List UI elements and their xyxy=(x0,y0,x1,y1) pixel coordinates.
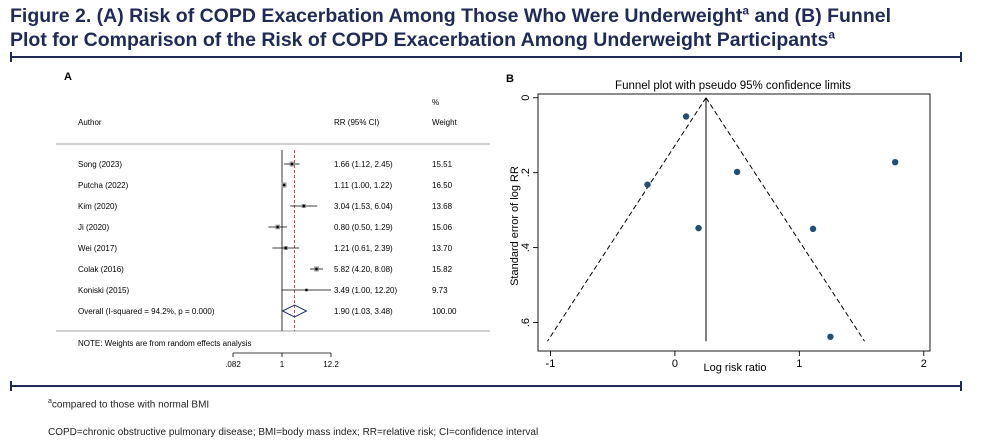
forest-plot: A % Author RR (95% CI) Weight Song (2023… xyxy=(56,71,490,369)
funnel-x-tick-label: 0 xyxy=(672,358,678,370)
study-author: Colak (2016) xyxy=(78,265,124,274)
forest-axis-tick-label: 1 xyxy=(280,360,285,369)
funnel-plot: B Funnel plot with pseudo 95% confidence… xyxy=(506,73,931,374)
study-rr-text: 3.49 (1.00, 12.20) xyxy=(334,286,397,295)
title-line1-text: Figure 2. (A) Risk of COPD Exacerbation … xyxy=(10,5,743,27)
funnel-y-label: Standard error of log RR xyxy=(509,166,521,286)
funnel-y-tick-label: .6 xyxy=(520,318,532,327)
study-point xyxy=(305,288,308,292)
study-rr-text: 1.11 (1.00, 1.22) xyxy=(334,181,392,190)
weight-header: Weight xyxy=(432,118,458,127)
bottom-rule xyxy=(10,381,962,391)
panel-a-label: A xyxy=(64,71,72,83)
study-author: Song (2023) xyxy=(78,160,122,169)
forest-note: NOTE: Weights are from random effects an… xyxy=(78,339,252,348)
funnel-x-tick-label: -1 xyxy=(546,358,556,370)
study-point xyxy=(315,267,318,271)
footnote-abbreviations: COPD=chronic obstructive pulmonary disea… xyxy=(48,427,539,438)
rr-header: RR (95% CI) xyxy=(334,118,380,127)
funnel-x-label: Log risk ratio xyxy=(704,362,767,374)
overall-label: Overall (I-squared = 94.2%, p = 0.000) xyxy=(78,307,215,316)
title-line1: Figure 2. (A) Risk of COPD Exacerbation … xyxy=(10,3,892,28)
title-line2: Plot for Comparison of the Risk of COPD … xyxy=(10,27,836,52)
overall-diamond xyxy=(281,304,308,318)
study-weight: 15.51 xyxy=(432,160,453,169)
funnel-y-tick-label: .2 xyxy=(520,168,532,177)
footnote-a-marker: a xyxy=(48,398,52,405)
study-point xyxy=(302,204,306,208)
study-point xyxy=(284,246,288,250)
study-rr-text: 1.21 (0.61, 2.39) xyxy=(334,244,393,253)
overall-rr-text: 1.90 (1.03, 3.48) xyxy=(334,307,393,316)
study-author: Ji (2020) xyxy=(78,223,109,232)
study-rr-text: 1.66 (1.12, 2.45) xyxy=(334,160,393,169)
funnel-point xyxy=(809,225,817,233)
study-rr-text: 0.80 (0.50, 1.29) xyxy=(334,223,393,232)
funnel-frame xyxy=(537,93,931,352)
funnel-left-limit xyxy=(547,97,707,342)
funnel-point xyxy=(644,181,651,188)
funnel-point xyxy=(733,168,741,176)
funnel-x-tick-label: 1 xyxy=(796,358,802,370)
funnel-title: Funnel plot with pseudo 95% confidence l… xyxy=(615,80,851,92)
title-line2-superscript: a xyxy=(828,27,836,42)
funnel-point xyxy=(682,113,690,120)
study-author: Wei (2017) xyxy=(78,244,117,253)
study-point xyxy=(276,225,279,229)
title-line1-superscript: a xyxy=(742,3,750,18)
funnel-y-tick-label: .4 xyxy=(520,243,532,252)
study-weight: 9.73 xyxy=(432,286,448,295)
study-point xyxy=(282,183,286,187)
author-header: Author xyxy=(78,118,102,127)
study-rr-text: 5.82 (4.20, 8.08) xyxy=(334,265,393,274)
footnote-a: acompared to those with normal BMI xyxy=(48,398,209,410)
study-weight: 13.68 xyxy=(432,202,453,211)
study-weight: 13.70 xyxy=(432,244,453,253)
funnel-right-limit xyxy=(705,97,865,342)
funnel-point xyxy=(891,158,899,166)
study-weight: 15.06 xyxy=(432,223,453,232)
title-line1-tail: and (B) Funnel xyxy=(749,5,892,27)
overall-weight: 100.00 xyxy=(432,307,457,316)
title-line2-text: Plot for Comparison of the Risk of COPD … xyxy=(10,29,829,51)
funnel-y-tick-label: 0 xyxy=(520,95,532,101)
footnote-a-text: compared to those with normal BMI xyxy=(51,399,210,411)
forest-rows: Song (2023) 1.66 (1.12, 2.45) 15.51 Putcha … xyxy=(78,150,457,331)
study-rr-text: 3.04 (1.53, 6.04) xyxy=(334,202,393,211)
funnel-point xyxy=(827,333,834,340)
funnel-x-tick-label: 2 xyxy=(921,358,927,370)
weight-header-percent: % xyxy=(432,98,439,107)
figure-title: Figure 2. (A) Risk of COPD Exacerbation … xyxy=(10,4,985,52)
forest-x-axis: .082 1 12.2 xyxy=(225,352,339,369)
study-weight: 16.50 xyxy=(432,181,453,190)
panel-b-label: B xyxy=(506,73,514,85)
study-weight: 15.82 xyxy=(432,265,453,274)
funnel-point xyxy=(695,224,702,232)
study-author: Putcha (2022) xyxy=(78,181,129,190)
study-point xyxy=(290,162,294,166)
study-author: Kim (2020) xyxy=(78,202,117,211)
study-author: Koniski (2015) xyxy=(78,286,129,295)
forest-axis-tick-label: 12.2 xyxy=(323,360,339,369)
funnel-plot-area: -1 0 1 2 0 .2 .4 .6 xyxy=(520,93,931,370)
top-rule xyxy=(10,52,962,62)
forest-axis-tick-label: .082 xyxy=(225,360,241,369)
